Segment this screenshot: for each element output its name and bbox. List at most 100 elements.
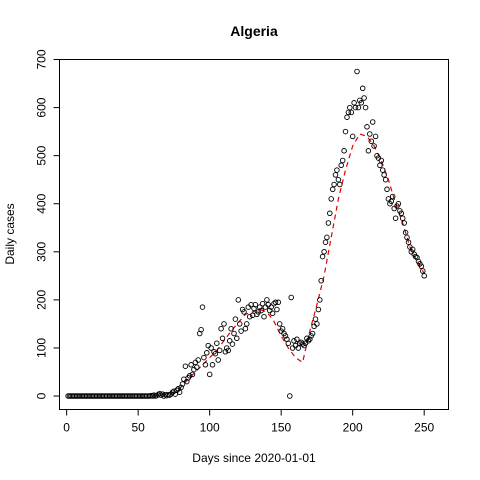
data-point — [348, 109, 355, 116]
y-axis-label: Daily cases — [3, 203, 17, 264]
data-point — [322, 239, 329, 245]
data-point — [399, 215, 406, 221]
data-point — [256, 304, 263, 310]
data-point — [204, 350, 210, 356]
data-point — [266, 307, 273, 314]
data-point — [201, 354, 207, 361]
data-point — [318, 277, 324, 284]
data-point — [409, 246, 416, 253]
data-point — [231, 330, 237, 337]
data-point — [362, 104, 369, 111]
data-point — [218, 325, 224, 332]
data-point — [395, 200, 402, 207]
plot-area — [59, 59, 449, 410]
data-point — [344, 114, 350, 120]
data-point — [314, 321, 320, 327]
data-point — [341, 148, 347, 154]
data-point — [402, 229, 409, 236]
data-point — [275, 299, 282, 306]
data-point — [246, 313, 253, 320]
data-point — [388, 198, 395, 205]
y-tick-label: 0 — [35, 392, 49, 399]
data-point — [212, 350, 219, 357]
x-tick-label: 200 — [343, 421, 363, 435]
x-axis: 0 50 100 150 200 250 — [63, 409, 435, 435]
data-point — [282, 333, 289, 339]
data-point — [359, 85, 366, 92]
x-tick-label: 0 — [63, 421, 70, 435]
data-point — [156, 390, 163, 397]
data-point — [199, 304, 206, 310]
data-point — [351, 100, 357, 106]
data-point — [354, 68, 360, 75]
data-point — [421, 273, 427, 279]
data-point — [372, 133, 379, 140]
data-point — [228, 325, 234, 332]
data-point — [389, 193, 396, 200]
data-point — [392, 215, 399, 221]
data-point — [235, 297, 242, 303]
data-point — [335, 176, 342, 183]
x-tick-label: 250 — [414, 421, 434, 435]
data-point — [378, 157, 385, 164]
data-point — [401, 220, 407, 226]
data-point — [352, 104, 359, 111]
data-point — [171, 388, 177, 394]
x-axis-label: Days since 2020-01-01 — [192, 451, 316, 465]
data-point — [347, 104, 353, 111]
data-point — [288, 294, 294, 301]
chart-title: Algeria — [230, 23, 278, 39]
data-point — [349, 133, 356, 140]
data-point — [355, 104, 362, 111]
data-point — [327, 210, 333, 217]
data-point — [365, 148, 372, 154]
data-point — [208, 345, 214, 351]
data-point — [259, 300, 266, 307]
data-point — [420, 268, 426, 274]
data-point — [405, 239, 412, 245]
data-point — [317, 297, 323, 303]
data-point — [234, 335, 240, 342]
data-point — [379, 167, 386, 173]
data-point — [279, 325, 286, 332]
y-tick-label: 100 — [35, 338, 49, 358]
data-point — [242, 325, 249, 332]
data-point — [297, 340, 303, 346]
data-point — [186, 373, 193, 379]
data-point — [377, 162, 383, 169]
data-point — [329, 186, 336, 193]
data-point — [332, 172, 339, 178]
data-point — [328, 196, 334, 202]
data-point — [345, 109, 352, 116]
data-point — [312, 316, 319, 322]
data-point — [337, 181, 343, 188]
x-tick-label: 150 — [271, 421, 291, 435]
data-point — [176, 389, 183, 395]
data-point — [198, 326, 204, 333]
data-point — [371, 143, 377, 149]
data-point — [294, 336, 300, 343]
x-tick-label: 50 — [131, 421, 145, 435]
y-axis: 0 100 200 300 400 500 600 700 — [35, 49, 60, 399]
data-point — [418, 263, 425, 269]
data-point — [307, 336, 313, 343]
y-tick-label: 300 — [35, 241, 49, 261]
data-point — [299, 341, 306, 347]
data-point — [305, 338, 312, 344]
data-point — [175, 386, 181, 392]
data-point — [255, 309, 262, 315]
data-point — [258, 307, 264, 314]
data-point — [215, 357, 221, 363]
data-point — [321, 249, 327, 255]
data-point — [194, 364, 200, 370]
data-point — [252, 301, 259, 308]
data-point — [364, 124, 370, 130]
data-point — [315, 306, 322, 313]
data-point — [412, 253, 419, 260]
x-tick-label: 100 — [200, 421, 220, 435]
data-point — [179, 381, 186, 387]
data-point — [367, 131, 373, 137]
data-point — [276, 321, 283, 327]
data-point — [287, 393, 293, 399]
